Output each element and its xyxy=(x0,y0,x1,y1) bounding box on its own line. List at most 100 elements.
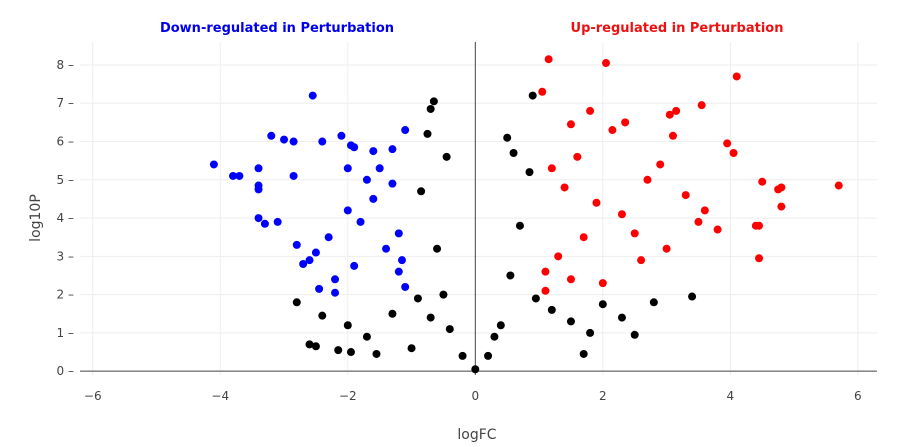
data-point xyxy=(547,164,556,173)
x-tick-label: −6 xyxy=(84,389,102,403)
data-point xyxy=(681,191,690,200)
data-point xyxy=(394,267,403,276)
y-tick-label: 7 – xyxy=(57,96,74,110)
data-point xyxy=(560,183,569,192)
data-point xyxy=(566,120,575,129)
data-point xyxy=(515,221,524,230)
data-point xyxy=(292,298,301,307)
data-point xyxy=(490,332,499,341)
y-tick-label: 0 – xyxy=(57,364,74,378)
data-point xyxy=(688,292,697,301)
data-point xyxy=(668,131,677,140)
data-point xyxy=(254,214,263,223)
data-point xyxy=(343,206,352,215)
data-point xyxy=(445,325,454,334)
data-point xyxy=(458,351,467,360)
data-point xyxy=(700,206,709,215)
data-point xyxy=(362,332,371,341)
data-point xyxy=(665,110,674,119)
data-point xyxy=(356,217,365,226)
data-point xyxy=(350,261,359,270)
zero-lines xyxy=(80,42,877,375)
x-tick-label: −2 xyxy=(339,389,357,403)
data-point xyxy=(350,143,359,152)
data-point xyxy=(834,181,843,190)
data-point xyxy=(337,131,346,140)
data-point xyxy=(343,164,352,173)
data-point xyxy=(318,137,327,146)
data-point xyxy=(621,118,630,127)
y-tick-label: 3 – xyxy=(57,249,74,263)
data-point xyxy=(630,229,639,238)
data-point xyxy=(401,282,410,291)
data-point xyxy=(586,328,595,337)
data-point xyxy=(592,198,601,207)
data-point xyxy=(503,133,512,142)
data-point xyxy=(439,290,448,299)
data-point xyxy=(346,348,355,357)
data-point xyxy=(598,300,607,309)
data-point xyxy=(554,252,563,261)
data-point xyxy=(388,179,397,188)
data-point xyxy=(273,217,282,226)
data-point xyxy=(426,104,435,113)
x-tick-label: 6 xyxy=(854,389,862,403)
data-point xyxy=(541,286,550,295)
data-point xyxy=(758,177,767,186)
data-point xyxy=(318,311,327,320)
data-point xyxy=(586,106,595,115)
data-point xyxy=(254,185,263,194)
grid-lines xyxy=(80,42,877,375)
data-points xyxy=(209,55,843,374)
data-point xyxy=(235,171,244,180)
data-point xyxy=(774,185,783,194)
data-point xyxy=(429,97,438,106)
data-point xyxy=(442,152,451,161)
x-tick-label: 4 xyxy=(727,389,735,403)
y-tick-label: 5 – xyxy=(57,173,74,187)
data-point xyxy=(369,194,378,203)
data-point xyxy=(723,139,732,148)
data-point xyxy=(538,87,547,96)
data-point xyxy=(579,349,588,358)
data-point xyxy=(407,344,416,353)
data-point xyxy=(397,256,406,265)
data-point xyxy=(541,267,550,276)
data-point xyxy=(630,330,639,339)
x-tick-label: 2 xyxy=(599,389,607,403)
data-point xyxy=(617,210,626,219)
data-point xyxy=(413,294,422,303)
data-point xyxy=(369,147,378,156)
data-point xyxy=(531,294,540,303)
data-point xyxy=(433,244,442,253)
data-point xyxy=(528,91,537,100)
data-point xyxy=(496,321,505,330)
data-point xyxy=(525,168,534,177)
data-point xyxy=(382,244,391,253)
data-point xyxy=(362,175,371,184)
data-point xyxy=(547,305,556,314)
data-point xyxy=(375,164,384,173)
y-tick-labels: 0 – 1 – 2 – 3 – 4 – 5 – 6 – 7 – 8 – xyxy=(57,58,74,378)
data-point xyxy=(331,288,340,297)
annotation-down-regulated: Down-regulated in Perturbation xyxy=(160,21,394,36)
data-point xyxy=(299,260,308,268)
x-tick-label: 0 xyxy=(471,389,479,403)
data-point xyxy=(506,271,515,280)
data-point xyxy=(305,340,314,349)
data-point xyxy=(267,131,276,140)
data-point xyxy=(713,225,722,234)
y-axis-title: log10P xyxy=(28,194,44,242)
data-point xyxy=(573,152,582,161)
y-tick-label: 2 – xyxy=(57,288,74,302)
data-point xyxy=(697,101,706,110)
data-point xyxy=(426,313,435,322)
x-axis-title: logFC xyxy=(457,427,496,443)
data-point xyxy=(254,164,263,173)
data-point xyxy=(694,217,703,226)
data-point xyxy=(617,313,626,322)
x-tick-label: −4 xyxy=(211,389,229,403)
data-point xyxy=(209,160,218,169)
data-point xyxy=(311,342,320,351)
data-point xyxy=(401,126,410,135)
